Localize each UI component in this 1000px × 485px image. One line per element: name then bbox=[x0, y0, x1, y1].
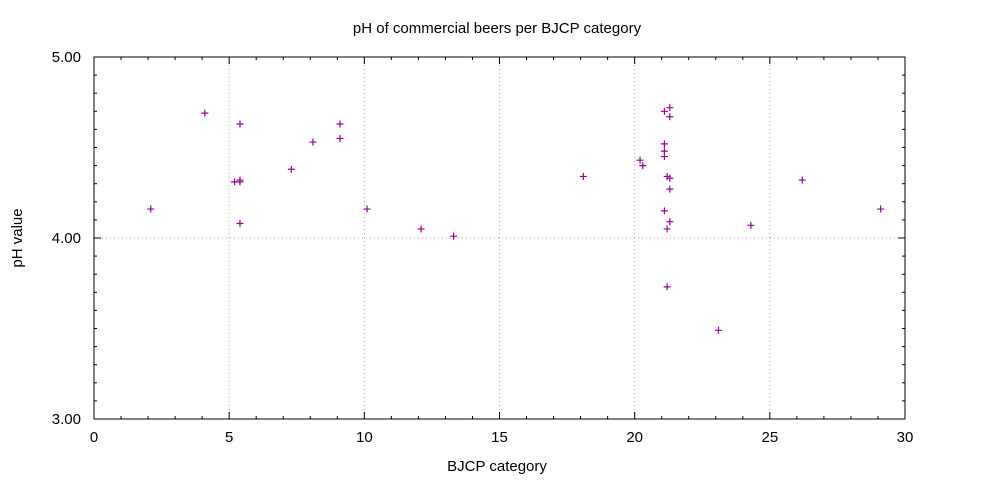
x-tick-label: 5 bbox=[225, 429, 233, 446]
data-points bbox=[147, 104, 885, 334]
data-point bbox=[336, 134, 344, 142]
data-point bbox=[666, 113, 674, 121]
data-point bbox=[236, 176, 244, 184]
data-point bbox=[714, 326, 722, 334]
data-point bbox=[309, 138, 317, 146]
y-tick-label: 5.00 bbox=[52, 49, 81, 66]
data-point bbox=[663, 283, 671, 291]
plot-area-frame bbox=[93, 56, 906, 420]
data-point bbox=[147, 205, 155, 213]
data-point bbox=[287, 165, 295, 173]
y-axis-label: pH value bbox=[9, 208, 26, 267]
data-point bbox=[660, 140, 668, 148]
x-tick-label: 25 bbox=[761, 429, 778, 446]
data-point bbox=[660, 107, 668, 115]
data-point bbox=[666, 174, 674, 182]
x-tick-label: 20 bbox=[626, 429, 643, 446]
x-tick-label: 10 bbox=[356, 429, 373, 446]
data-point bbox=[660, 153, 668, 161]
x-tick-label: 15 bbox=[491, 429, 508, 446]
data-point bbox=[639, 162, 647, 170]
axis-ticks: 0 5 10 15 20 25 30 3.00 4.00 5.00 bbox=[52, 49, 914, 446]
data-point bbox=[417, 225, 425, 233]
data-point bbox=[747, 221, 755, 229]
data-point bbox=[201, 109, 209, 117]
x-tick-label: 30 bbox=[897, 429, 914, 446]
x-axis-label: BJCP category bbox=[447, 458, 547, 475]
data-point bbox=[660, 207, 668, 215]
y-tick-label: 4.00 bbox=[52, 230, 81, 247]
chart-title: pH of commercial beers per BJCP category bbox=[353, 20, 642, 37]
data-point bbox=[579, 172, 587, 180]
data-point bbox=[877, 205, 885, 213]
grid bbox=[94, 57, 905, 419]
data-point bbox=[236, 220, 244, 228]
data-point bbox=[363, 205, 371, 213]
data-point bbox=[666, 185, 674, 193]
y-tick-label: 3.00 bbox=[52, 411, 81, 428]
data-point bbox=[666, 218, 674, 226]
x-tick-label: 0 bbox=[90, 429, 98, 446]
data-point bbox=[450, 232, 458, 240]
data-point bbox=[663, 225, 671, 233]
data-point bbox=[666, 104, 674, 112]
data-point bbox=[636, 156, 644, 164]
data-point bbox=[798, 176, 806, 184]
data-point bbox=[236, 120, 244, 128]
data-point bbox=[336, 120, 344, 128]
